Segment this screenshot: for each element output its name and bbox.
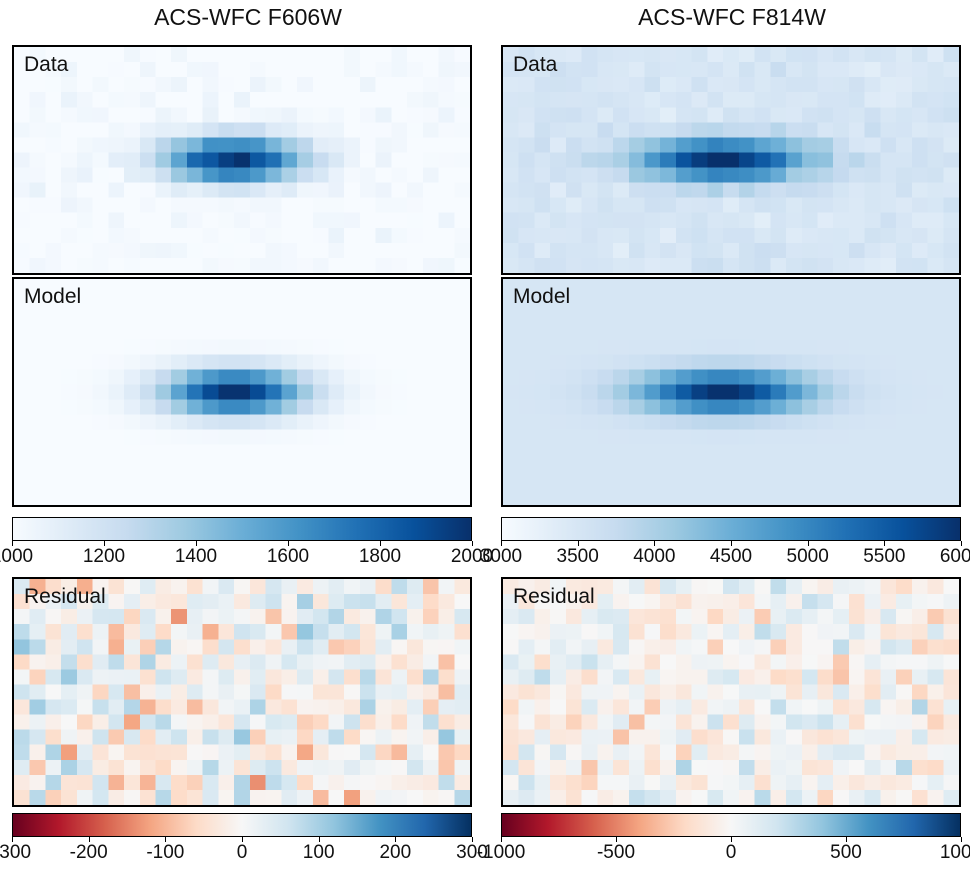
colorbar-tick-label: 3500 bbox=[556, 546, 599, 567]
colorbar-tick-mark bbox=[318, 837, 320, 842]
panel-label: Residual bbox=[24, 585, 106, 608]
colorbar-tick-label: 5000 bbox=[786, 546, 829, 567]
colorbar-tick-mark bbox=[884, 541, 886, 546]
colorbar-tick-label: 5500 bbox=[863, 546, 906, 567]
colorbar-tick-mark bbox=[807, 541, 809, 546]
colorbar-tick-mark bbox=[961, 541, 962, 546]
colorbar-tick-label: 6000 bbox=[939, 546, 970, 567]
colorbar-tick-label: 1800 bbox=[358, 546, 402, 567]
f606w-model-heatmap bbox=[14, 279, 470, 505]
colorbar-tick-mark bbox=[288, 541, 289, 546]
colorbar-tick-label: 500 bbox=[830, 842, 862, 863]
f814w-data-panel: Data bbox=[501, 45, 961, 275]
panel-label: Data bbox=[24, 53, 69, 76]
colorbar-tick-label: 4000 bbox=[633, 546, 676, 567]
f606w-image-colorbar bbox=[12, 517, 472, 541]
colorbar-tick-label: -1000 bbox=[476, 842, 526, 863]
colorbar-tick-label: 0 bbox=[725, 842, 737, 863]
colorbar-tick-mark bbox=[12, 837, 13, 842]
colorbar-tick-mark bbox=[12, 541, 13, 546]
colorbar-tick-mark bbox=[242, 837, 243, 842]
colorbar-tick-label: 1200 bbox=[82, 546, 126, 567]
column-title-f814w: ACS-WFC F814W bbox=[638, 4, 826, 30]
colorbar-tick-mark bbox=[165, 837, 167, 842]
colorbar-tick-label: -500 bbox=[596, 842, 636, 863]
colorbar-tick-mark bbox=[380, 541, 381, 546]
colorbar-tick-label: 4500 bbox=[709, 546, 753, 567]
colorbar-tick-mark bbox=[472, 541, 473, 546]
f606w-model-panel: Model bbox=[12, 277, 472, 507]
colorbar-tick-mark bbox=[196, 541, 197, 546]
panel-label: Residual bbox=[513, 585, 595, 608]
colorbar-tick-mark bbox=[731, 541, 732, 546]
colorbar-tick-mark bbox=[501, 541, 502, 546]
f814w-image-colorbar-ticks: 3000 3500 4000 4500 5000 5500 6000 bbox=[480, 541, 970, 571]
colorbar-tick-mark bbox=[731, 837, 732, 842]
colorbar-tick-mark bbox=[654, 541, 656, 546]
panel-label: Data bbox=[513, 53, 558, 76]
f606w-data-panel: Data bbox=[12, 45, 472, 275]
f606w-residual-colorbar bbox=[12, 813, 472, 837]
colorbar-tick-label: 1000 bbox=[0, 546, 34, 567]
colorbar-tick-label: 2000 bbox=[450, 546, 494, 567]
f814w-image-colorbar bbox=[501, 517, 961, 541]
colorbar-tick-label: -300 bbox=[0, 842, 32, 863]
f606w-residual-panel: Residual bbox=[12, 577, 472, 807]
f814w-model-heatmap bbox=[503, 279, 959, 505]
panel-label: Model bbox=[513, 285, 571, 308]
colorbar-tick-mark bbox=[961, 837, 962, 842]
colorbar-tick-mark bbox=[577, 541, 579, 546]
colorbar-tick-mark bbox=[395, 837, 397, 842]
colorbar-tick-mark bbox=[104, 541, 105, 546]
colorbar-tick-mark bbox=[616, 837, 617, 842]
f606w-data-heatmap bbox=[14, 47, 470, 273]
f606w-residual-colorbar-ticks: -300 -200 -100 0 100 200 300 bbox=[0, 837, 488, 867]
colorbar-tick-label: 1000 bbox=[939, 842, 970, 863]
colorbar-tick-mark bbox=[88, 837, 90, 842]
f814w-residual-colorbar-ticks: -1000 -500 0 500 1000 bbox=[477, 837, 970, 867]
column-title-f606w: ACS-WFC F606W bbox=[154, 4, 342, 30]
colorbar-tick-label: 0 bbox=[236, 842, 248, 863]
f814w-data-heatmap bbox=[503, 47, 959, 273]
colorbar-tick-mark bbox=[846, 837, 847, 842]
colorbar-tick-mark bbox=[501, 837, 502, 842]
f814w-residual-colorbar bbox=[501, 813, 961, 837]
colorbar-tick-label: 1400 bbox=[174, 546, 218, 567]
colorbar-tick-label: 200 bbox=[379, 842, 412, 863]
colorbar-tick-label: 300 bbox=[456, 842, 488, 863]
f606w-image-colorbar-ticks: 1000 1200 1400 1600 1800 2000 bbox=[0, 541, 493, 571]
colorbar-tick-label: -100 bbox=[146, 842, 185, 863]
f814w-residual-panel: Residual bbox=[501, 577, 961, 807]
colorbar-tick-mark bbox=[472, 837, 473, 842]
colorbar-tick-label: 3000 bbox=[479, 546, 523, 567]
colorbar-tick-label: -200 bbox=[69, 842, 108, 863]
colorbar-tick-label: 100 bbox=[302, 842, 335, 863]
panel-label: Model bbox=[24, 285, 82, 308]
colorbar-tick-label: 1600 bbox=[266, 546, 310, 567]
f814w-model-panel: Model bbox=[501, 277, 961, 507]
f606w-residual-heatmap bbox=[14, 579, 470, 805]
f814w-residual-heatmap bbox=[503, 579, 959, 805]
